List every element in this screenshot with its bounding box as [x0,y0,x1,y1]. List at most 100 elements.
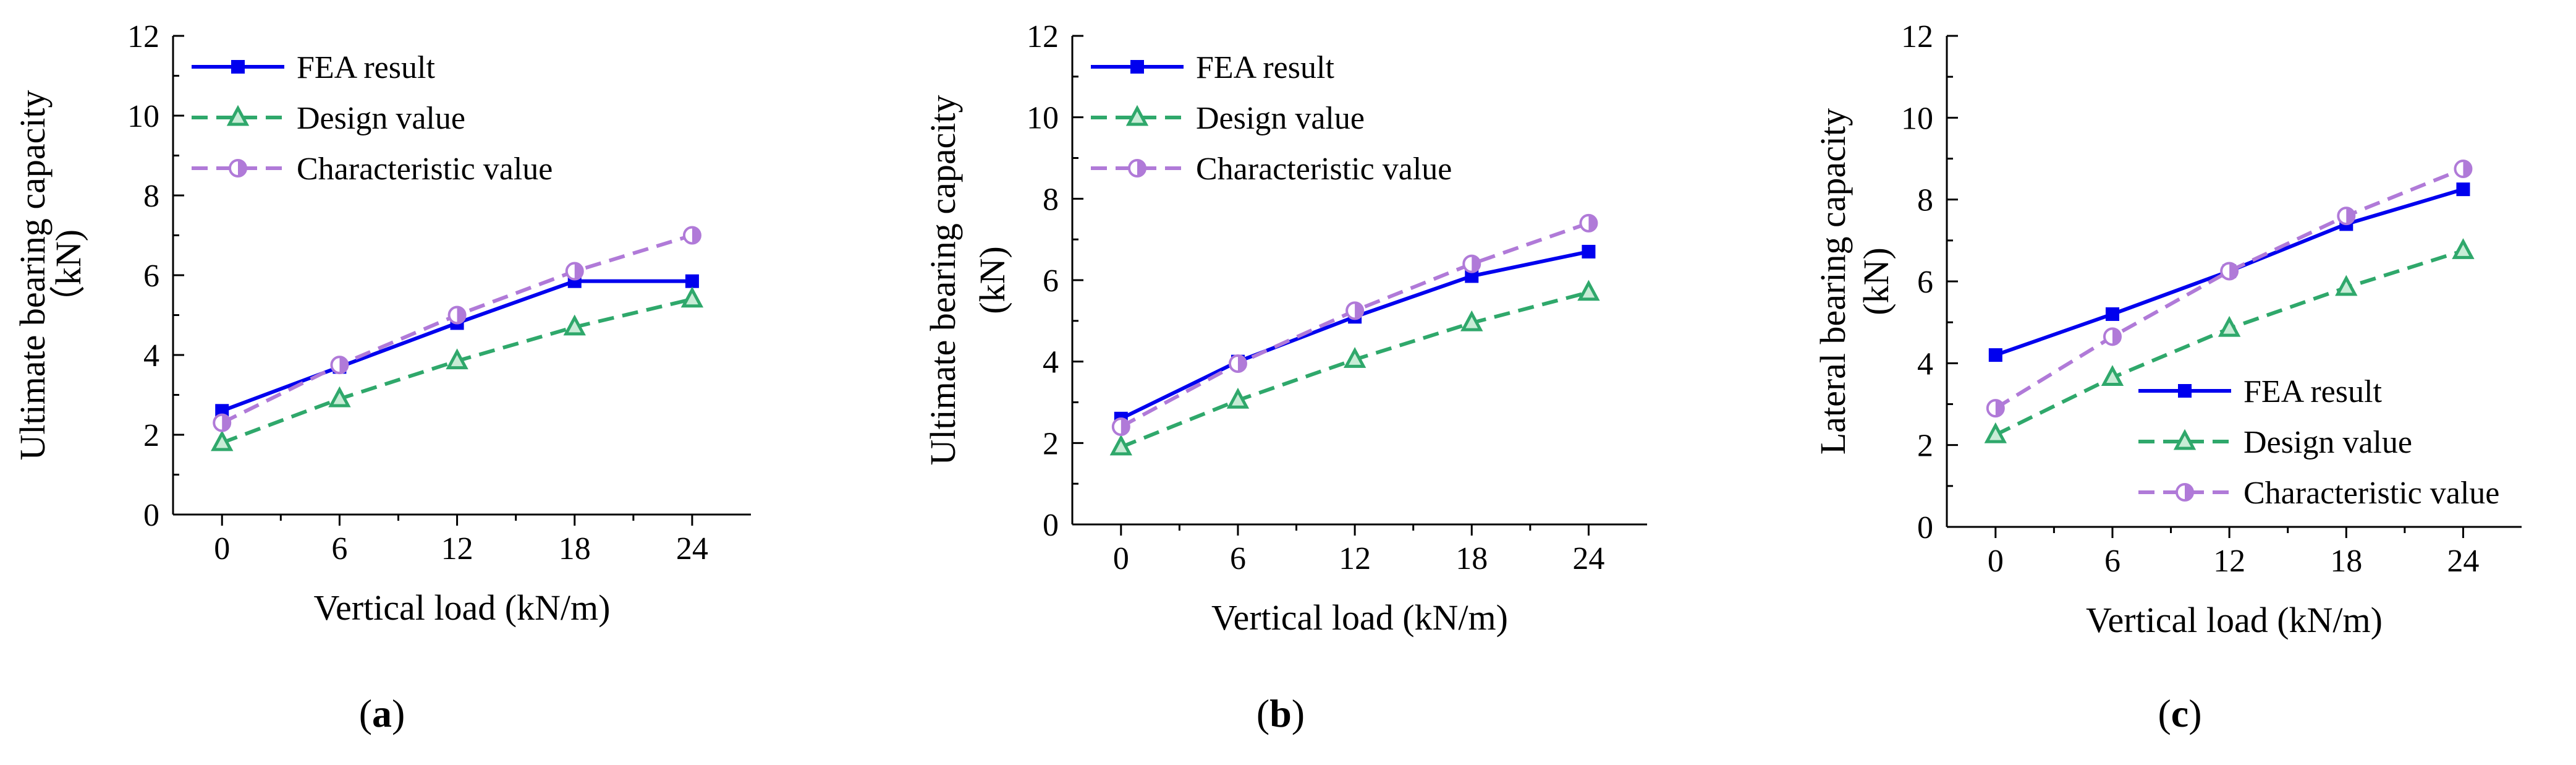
x-tick-label: 6 [2104,544,2121,579]
y-axis-unit: （kN) [48,229,88,321]
y-tick-label: 2 [1043,426,1059,461]
legend-label-0: FEA result [297,50,435,85]
y-tick-label: 8 [1917,183,1933,218]
legend-label-0: FEA result [1196,50,1334,85]
data-point-1-3 [1460,310,1483,331]
data-point-0-3 [1465,269,1479,283]
legend-marker-0 [2178,384,2192,398]
y-tick-label: 6 [143,259,159,294]
x-tick-label: 6 [1230,541,1246,576]
y-tick-label: 8 [143,179,159,214]
legend-marker-2 [1128,159,1146,177]
x-tick-label: 24 [1572,541,1604,576]
y-tick-label: 6 [1043,263,1059,299]
series-line-2 [1994,167,2464,410]
legend-label-2: Characteristic value [297,152,553,187]
data-point-2-1 [1228,354,1247,373]
data-point-2-1 [330,356,349,375]
y-tick-label: 12 [1901,19,1933,54]
y-axis-unit: (kN) [1856,247,1896,315]
data-point-1-4 [2452,238,2475,259]
data-point-1-2 [1343,347,1366,368]
data-point-2-3 [565,262,584,281]
data-point-2-1 [2103,327,2122,346]
data-point-2-3 [1462,254,1481,273]
x-tick-label: 18 [2330,544,2362,579]
data-point-2-2 [2220,262,2239,281]
legend-label-1: Design value [1196,101,1365,136]
y-tick-label: 12 [127,19,159,54]
x-axis-title: Vertical load (kN/m) [1211,597,1508,638]
legend-label-0: FEA result [2243,374,2382,409]
data-point-2-4 [2454,160,2473,179]
panel-label-letter: c [2171,691,2188,735]
data-point-2-2 [447,306,467,325]
legend-label-1: Design value [2243,425,2412,460]
x-tick-label: 0 [1113,541,1129,576]
data-point-2-3 [2337,207,2356,226]
legend-marker-1 [226,105,250,126]
data-point-1-1 [328,386,351,408]
x-tick-label: 18 [1455,541,1488,576]
data-point-0-4 [685,274,699,288]
data-point-2-4 [1579,213,1598,233]
legend-marker-0 [231,60,245,74]
data-point-1-4 [1577,280,1600,301]
y-axis-title: Lateral bearing capacity [1813,108,1853,455]
y-tick-label: 10 [127,99,159,134]
series-line-0 [221,279,692,413]
x-tick-label: 12 [1339,541,1371,576]
data-point-2-4 [682,226,701,245]
x-tick-label: 0 [214,531,230,566]
data-point-1-1 [1226,387,1250,409]
data-point-0-4 [2456,182,2470,197]
x-axis-title: Vertical load (kN/m) [2086,600,2383,640]
x-axis-title: Vertical load (kN/m) [314,588,611,628]
y-tick-label: 6 [1917,265,1933,300]
x-tick-label: 24 [676,531,708,566]
data-point-1-4 [680,286,704,308]
data-point-1-0 [211,430,234,451]
panel-label: (c) [2158,691,2201,735]
legend-marker-2 [2176,483,2194,502]
data-point-1-0 [1984,422,2007,443]
x-tick-label: 12 [2213,544,2245,579]
data-point-2-0 [213,413,232,432]
data-point-1-3 [563,314,586,336]
legend-marker-2 [229,159,247,177]
x-tick-label: 18 [559,531,591,566]
data-point-1-3 [2335,275,2358,296]
legend-marker-1 [2173,429,2197,450]
y-tick-label: 0 [1043,508,1059,543]
y-tick-label: 0 [1917,510,1933,545]
y-tick-label: 8 [1043,182,1059,217]
y-axis-title: Ultimate bearing capacity [12,90,53,460]
data-point-0-1 [2105,307,2119,321]
data-point-1-0 [1109,434,1132,456]
y-tick-label: 4 [1917,346,1933,382]
data-point-0-0 [1988,348,2002,362]
legend: FEA result Design value Characteristic val… [2138,374,2499,511]
y-tick-label: 4 [1043,345,1059,380]
legend-marker-0 [1130,60,1144,74]
panel-label-letter: a [372,691,392,735]
data-point-1-2 [446,348,468,370]
y-axis-title: Ultimate bearing capacity [923,95,963,465]
y-tick-label: 2 [1917,429,1933,464]
panel-label-letter: b [1269,691,1292,735]
y-axis-unit: (kN) [972,246,1012,314]
series-line-0 [1120,249,1590,421]
y-tick-label: 2 [143,418,159,453]
x-tick-label: 12 [441,531,473,566]
data-point-2-0 [1111,417,1130,436]
legend: FEA result Design value Characteristic val… [192,50,553,187]
data-point-2-2 [1345,301,1365,320]
series-line-2 [1120,221,1590,429]
data-point-1-1 [2101,365,2124,386]
legend-label-1: Design value [297,101,465,136]
y-tick-label: 10 [1901,101,1933,136]
